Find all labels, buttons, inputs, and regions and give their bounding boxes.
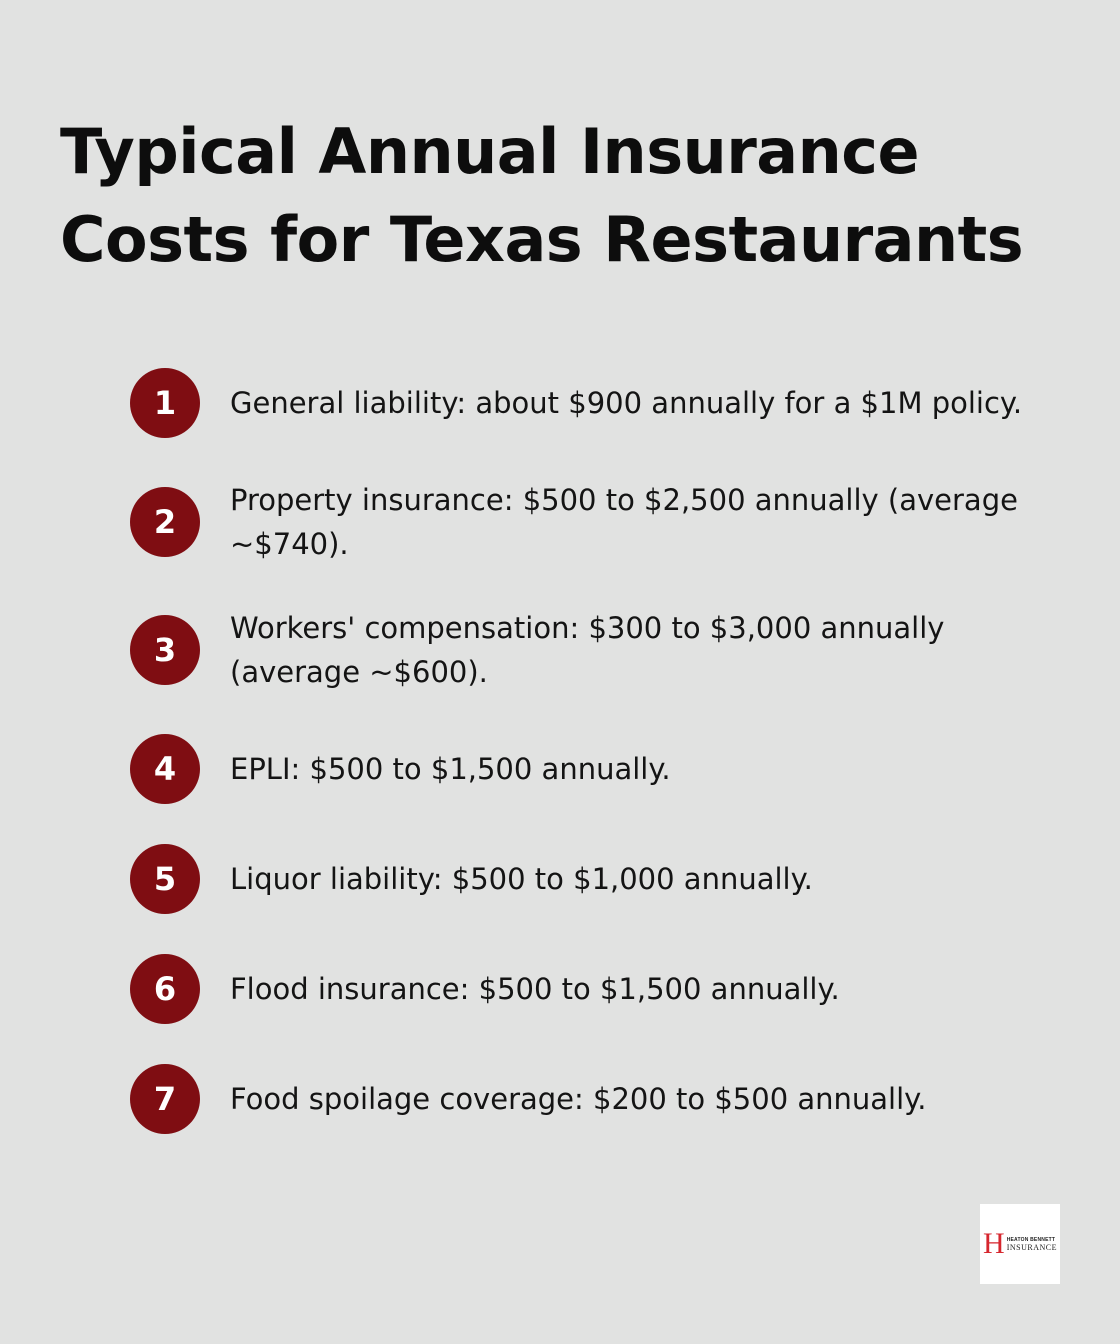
list-item-text: EPLI: $500 to $1,500 annually. <box>230 752 671 786</box>
number-badge: 2 <box>130 487 200 557</box>
logo-mark: H <box>983 1227 1005 1260</box>
logo-line-2: INSURANCE <box>1006 1242 1057 1252</box>
list-item-text: Workers' compensation: $300 to $3,000 an… <box>230 611 945 689</box>
list-item: 3 Workers' compensation: $300 to $3,000 … <box>130 606 1050 694</box>
list-item-text: General liability: about $900 annually f… <box>230 386 1023 420</box>
company-logo: H HEATON BENNETT INSURANCE <box>980 1204 1060 1284</box>
list-item-text: Food spoilage coverage: $200 to $500 ann… <box>230 1082 927 1116</box>
number-badge: 1 <box>130 368 200 438</box>
number-badge: 6 <box>130 954 200 1024</box>
list-item-text: Liquor liability: $500 to $1,000 annuall… <box>230 862 813 896</box>
list-item-text: Flood insurance: $500 to $1,500 annually… <box>230 972 840 1006</box>
number-badge: 5 <box>130 844 200 914</box>
list-item: 7 Food spoilage coverage: $200 to $500 a… <box>130 1064 1050 1134</box>
number-badge: 7 <box>130 1064 200 1134</box>
list-item: 2 Property insurance: $500 to $2,500 ann… <box>130 478 1050 566</box>
list-item: 5 Liquor liability: $500 to $1,000 annua… <box>130 844 1050 914</box>
list-item-text: Property insurance: $500 to $2,500 annua… <box>230 483 1018 561</box>
number-badge: 3 <box>130 615 200 685</box>
page-title: Typical Annual Insurance Costs for Texas… <box>60 115 1024 276</box>
list-item: 6 Flood insurance: $500 to $1,500 annual… <box>130 954 1050 1024</box>
list-item: 1 General liability: about $900 annually… <box>130 368 1050 438</box>
logo-line-1: HEATON BENNETT <box>1006 1236 1056 1243</box>
list-item: 4 EPLI: $500 to $1,500 annually. <box>130 734 1050 804</box>
number-badge: 4 <box>130 734 200 804</box>
